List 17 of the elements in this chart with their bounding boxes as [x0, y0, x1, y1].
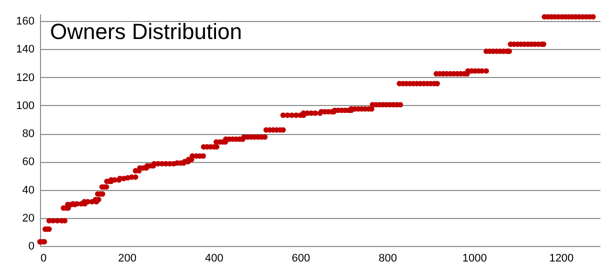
- x-tick-label: 400: [204, 252, 224, 264]
- y-tick-label: 120: [16, 72, 34, 84]
- x-tick-label: 800: [378, 252, 397, 264]
- x-tick-label: 1200: [549, 252, 574, 264]
- y-tick-label: 20: [22, 212, 34, 224]
- y-tick-label: 160: [16, 16, 34, 28]
- y-tick-label: 80: [22, 128, 34, 140]
- x-tick-label: 1000: [462, 252, 487, 264]
- y-tick-label: 0: [28, 240, 34, 252]
- y-tick-label: 60: [22, 156, 34, 168]
- x-tick-label: 0: [40, 252, 47, 264]
- x-tick-label: 200: [118, 252, 136, 264]
- x-tick-label: 600: [292, 252, 310, 264]
- y-tick-label: 140: [16, 44, 34, 56]
- y-tick-label: 40: [22, 184, 34, 196]
- y-tick-label: 100: [16, 100, 34, 112]
- chart-title: Owners Distribution: [50, 19, 242, 44]
